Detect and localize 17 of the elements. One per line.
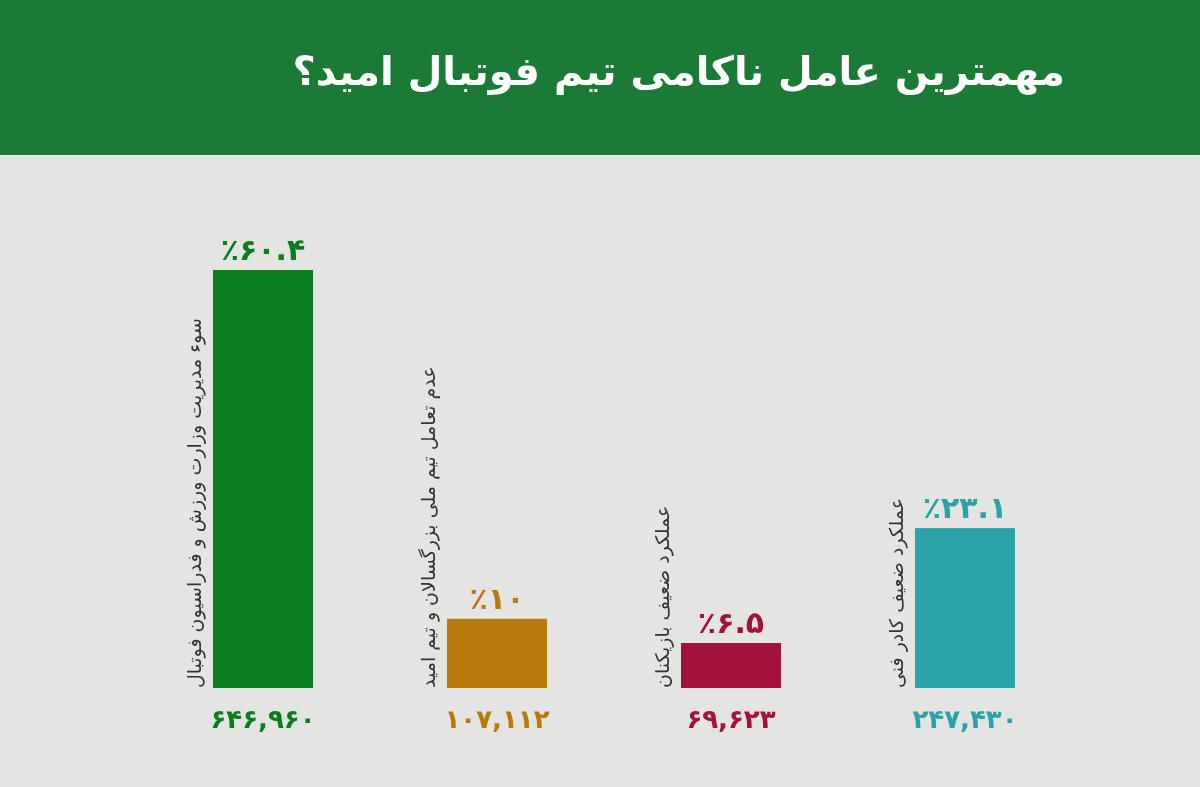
text: ۶۴۶,۹۶۰ (210, 704, 316, 734)
x-tick-label: سوء مدیریت وزارت ورزش و فدراسیون فوتبال (183, 318, 206, 688)
text: ۶۹,۶۲۳ (686, 704, 776, 734)
bar (213, 270, 313, 688)
chart-title: مهمترین عامل ناکامی تیم فوتبال امید؟ (292, 48, 1065, 95)
data-label: ٪۶۰.۴ (220, 232, 306, 267)
text: ۱۰۷,۱۱۲ (444, 704, 550, 734)
text: ۲۴۷,۴۳۰ (912, 704, 1018, 734)
data-label: ٪۱۰ (469, 580, 525, 616)
bar (915, 528, 1015, 688)
bar (447, 618, 547, 688)
data-label: ٪۶.۵ (697, 605, 765, 641)
x-tick-label: عملکرد ضعیف کادر فنی (885, 498, 908, 688)
data-label: ٪۲۳.۱ (922, 490, 1008, 526)
x-tick-label: عدم تعامل تیم ملی بزرگسالان و تیم امید (417, 366, 440, 688)
x-tick-label: عملکرد ضعیف بازیکنان (651, 505, 674, 688)
bar (681, 643, 781, 688)
